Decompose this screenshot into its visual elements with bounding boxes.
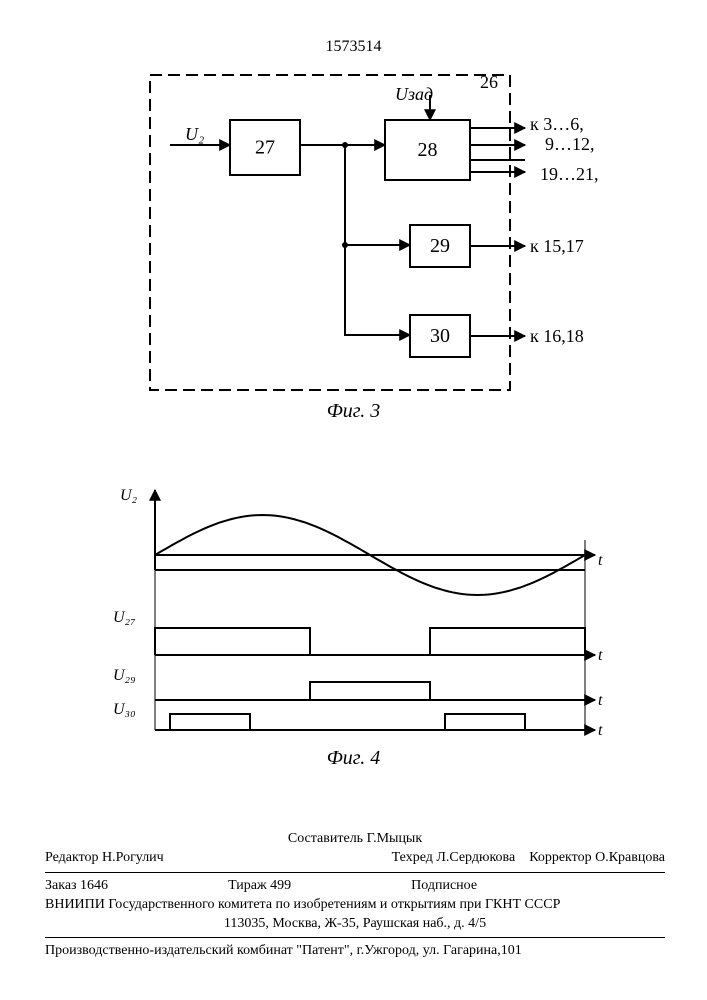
figure-4-caption: Фиг. 4 (0, 747, 707, 770)
svg-text:U₂: U₂ (185, 124, 204, 144)
svg-text:t: t (598, 647, 603, 664)
svg-text:к 16,18: к 16,18 (530, 326, 584, 346)
svg-text:28: 28 (418, 139, 438, 161)
colophon: Составитель Г.Мыцык Редактор Н.Рогулич Т… (45, 830, 665, 961)
printer-line: Производственно-издательский комбинат "П… (45, 942, 665, 961)
divider (45, 937, 665, 938)
patent-page: 1573514 27282930U₂Uзад26к 3…6,9…12,19…21… (0, 0, 707, 1000)
subscription: Подписное (411, 877, 477, 896)
editor-line: Редактор Н.Рогулич (45, 849, 164, 868)
svg-text:U₃₀: U₃₀ (113, 701, 136, 718)
svg-text:t: t (598, 692, 603, 709)
svg-text:29: 29 (430, 235, 450, 257)
svg-text:к 3…6,: к 3…6, (530, 114, 584, 134)
tekhred-line: Техред Л.Сердюкова (392, 850, 516, 865)
svg-text:19…21,: 19…21, (540, 164, 599, 184)
svg-text:t: t (598, 552, 603, 569)
order-number: Заказ 1646 (45, 877, 108, 896)
svg-text:27: 27 (255, 137, 275, 159)
figure-4: U₂U₂₇U₂₉U₃₀tttt (0, 460, 707, 780)
svg-text:U₂₉: U₂₉ (113, 667, 136, 684)
svg-text:t: t (598, 722, 603, 739)
svg-text:30: 30 (430, 325, 450, 347)
org-line-1: ВНИИПИ Государственного комитета по изоб… (45, 896, 665, 915)
svg-text:Uзад: Uзад (395, 84, 433, 104)
svg-text:26: 26 (480, 72, 498, 92)
org-line-2: 113035, Москва, Ж-35, Раушская наб., д. … (45, 915, 665, 934)
divider (45, 872, 665, 873)
compositor-line: Составитель Г.Мыцык (45, 830, 665, 849)
figure-3: 27 28 29 30 U₂ Uзад 26 к 3…6,9…12, 19…21, к 15,17… (0, 0, 707, 430)
svg-text:U₂: U₂ (120, 487, 138, 504)
corrector-line: Корректор О.Кравцова (529, 850, 665, 865)
svg-text:U₂₇: U₂₇ (113, 609, 136, 626)
tirazh: Тираж 499 (228, 877, 291, 896)
svg-text:к 15,17: к 15,17 (530, 236, 584, 256)
figure-3-caption: Фиг. 3 (0, 400, 707, 423)
svg-text:9…12,: 9…12, (545, 134, 595, 154)
